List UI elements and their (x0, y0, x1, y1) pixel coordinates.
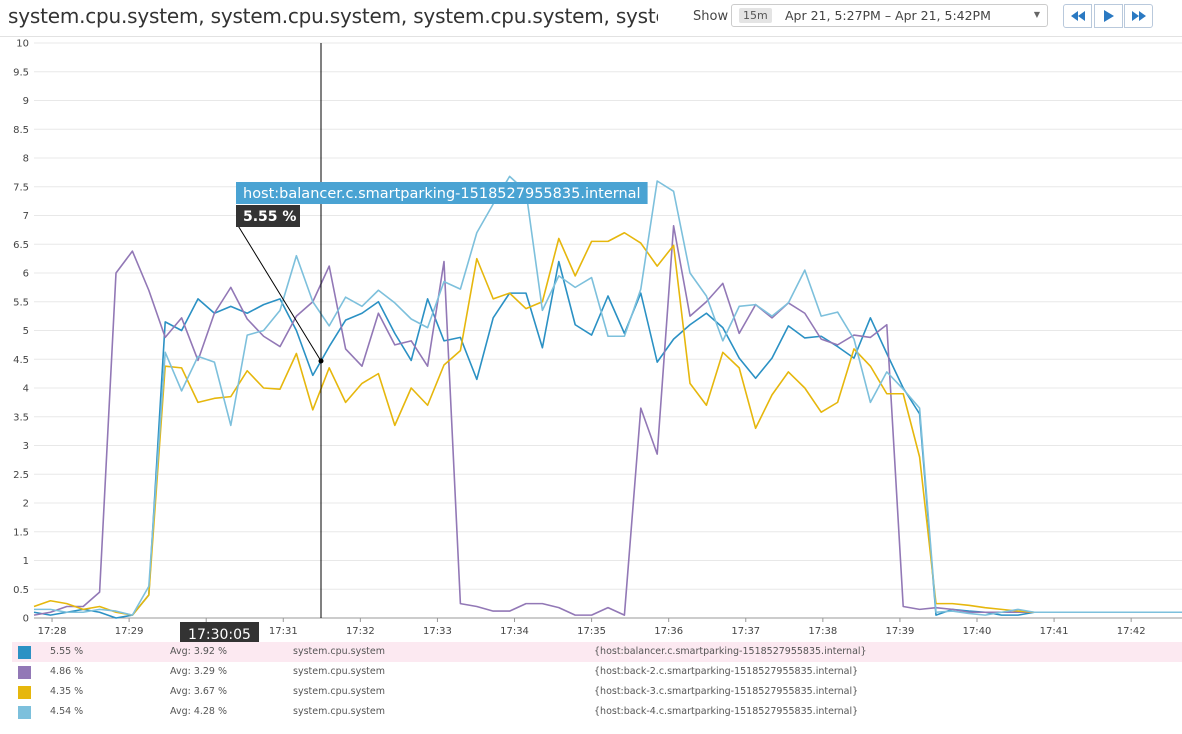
fast-forward-button[interactable] (1124, 4, 1153, 28)
timeframe-span-badge: 15m (739, 8, 772, 23)
cursor-time-bg (180, 622, 259, 642)
x-tick-label: 17:38 (808, 626, 837, 637)
graph-header: system.cpu.system, system.cpu.system, sy… (0, 0, 1182, 37)
play-icon (1103, 10, 1114, 22)
x-tick-label: 17:35 (577, 626, 606, 637)
legend-avg: Avg: 3.67 % (170, 686, 228, 697)
series-line (34, 175, 1182, 616)
fast-forward-icon (1131, 11, 1146, 21)
x-tick-label: 17:39 (886, 626, 915, 637)
x-tick-label: 17:28 (38, 626, 67, 637)
x-tick-label: 17:40 (963, 626, 992, 637)
y-tick-label: 1 (23, 556, 29, 567)
series-color-swatch (18, 666, 31, 679)
y-tick-label: 7.5 (13, 182, 29, 193)
legend-scope: {host:balancer.c.smartparking-1518527955… (594, 646, 867, 657)
series-line (33, 260, 1182, 619)
legend-scope: {host:back-3.c.smartparking-151852795583… (594, 686, 859, 697)
y-tick-label: 7 (23, 211, 29, 222)
y-tick-label: 2.5 (13, 470, 29, 481)
x-tick-label: 17:36 (654, 626, 683, 637)
legend-row[interactable]: 4.86 % Avg: 3.29 % system.cpu.system {ho… (12, 662, 1182, 682)
cursor-point (318, 358, 324, 364)
y-tick-label: 0.5 (13, 585, 29, 596)
tooltip-host: host:balancer.c.smartparking-15185279558… (243, 186, 641, 202)
x-tick-label: 17:33 (423, 626, 452, 637)
y-tick-label: 1.5 (13, 527, 29, 538)
graph-title: system.cpu.system, system.cpu.system, sy… (8, 4, 658, 28)
series-line (33, 231, 1182, 616)
show-label: Show (693, 9, 729, 24)
tooltip-pointer (236, 223, 322, 362)
timeframe-select[interactable]: 15m Apr 21, 5:27PM – Apr 21, 5:42PM ▼ (731, 4, 1048, 27)
series-color-swatch (18, 646, 31, 659)
legend-row[interactable]: 4.54 % Avg: 4.28 % system.cpu.system {ho… (12, 702, 1182, 722)
x-tick-label: 17:42 (1117, 626, 1146, 637)
y-tick-label: 10 (16, 39, 29, 50)
rewind-button[interactable] (1063, 4, 1092, 28)
legend-avg: Avg: 3.92 % (170, 646, 228, 657)
legend-value: 5.55 % (50, 646, 84, 657)
y-tick-label: 9 (23, 96, 29, 107)
legend-avg: Avg: 4.28 % (170, 706, 228, 717)
tooltip-host-bg (236, 182, 648, 204)
rewind-icon (1070, 11, 1085, 21)
legend-scope: {host:back-4.c.smartparking-151852795583… (594, 706, 859, 717)
y-tick-label: 8 (23, 154, 29, 165)
y-tick-label: 2 (23, 499, 29, 510)
y-tick-label: 6 (23, 269, 29, 280)
y-tick-label: 3.5 (13, 412, 29, 423)
y-tick-label: 8.5 (13, 125, 29, 136)
y-tick-label: 3 (23, 441, 29, 452)
timeseries-chart[interactable]: 0 0.5 1 1.5 2 2.5 3 3.5 4 4.5 5 5.5 6 6.5 7 7.5 8 8.5 9 9.5… (0, 36, 1182, 642)
y-tick-label: 5.5 (13, 297, 29, 308)
legend-metric: system.cpu.system (293, 646, 386, 657)
x-tick-label: 17:34 (500, 626, 529, 637)
y-tick-label: 6.5 (13, 240, 29, 251)
tooltip-value: 5.55 % (243, 209, 296, 225)
series-line (33, 225, 1182, 616)
chevron-down-icon: ▼ (1033, 10, 1040, 19)
x-tick-label: 17:29 (115, 626, 144, 637)
y-tick-label: 5 (23, 326, 29, 337)
x-tick-label: 17:37 (731, 626, 760, 637)
y-tick-label: 0 (23, 614, 29, 625)
chart-series (33, 175, 1182, 619)
legend-scope: {host:back-2.c.smartparking-151852795583… (594, 666, 859, 677)
series-color-swatch (18, 706, 31, 719)
y-tick-label: 4 (23, 384, 29, 395)
x-tick-label: 17:41 (1040, 626, 1069, 637)
x-tick-label: 17:32 (346, 626, 375, 637)
y-tick-label: 9.5 (13, 67, 29, 78)
legend-avg: Avg: 3.29 % (170, 666, 228, 677)
timeframe-range: Apr 21, 5:27PM – Apr 21, 5:42PM (785, 8, 991, 23)
x-tick-label: 17:31 (269, 626, 298, 637)
series-color-swatch (18, 686, 31, 699)
legend-metric: system.cpu.system (293, 706, 386, 717)
chart-grid (34, 42, 1182, 619)
hover-cursor: host:balancer.c.smartparking-15185279558… (180, 43, 648, 642)
tooltip-value-bg (236, 205, 300, 227)
cursor-time-label: 17:30:05 (188, 627, 251, 642)
legend-row[interactable]: 5.55 % Avg: 3.92 % system.cpu.system {ho… (12, 642, 1182, 662)
legend-value: 4.86 % (50, 666, 84, 677)
legend-metric: system.cpu.system (293, 666, 386, 677)
legend-metric: system.cpu.system (293, 686, 386, 697)
legend-value: 4.54 % (50, 706, 84, 717)
y-tick-label: 4.5 (13, 355, 29, 366)
y-axis: 0 0.5 1 1.5 2 2.5 3 3.5 4 4.5 5 5.5 6 6.5 7 7.5 8 8.5 9 9.5… (13, 39, 29, 625)
play-button[interactable] (1094, 4, 1123, 28)
legend-value: 4.35 % (50, 686, 84, 697)
legend-row[interactable]: 4.35 % Avg: 3.67 % system.cpu.system {ho… (12, 682, 1182, 702)
